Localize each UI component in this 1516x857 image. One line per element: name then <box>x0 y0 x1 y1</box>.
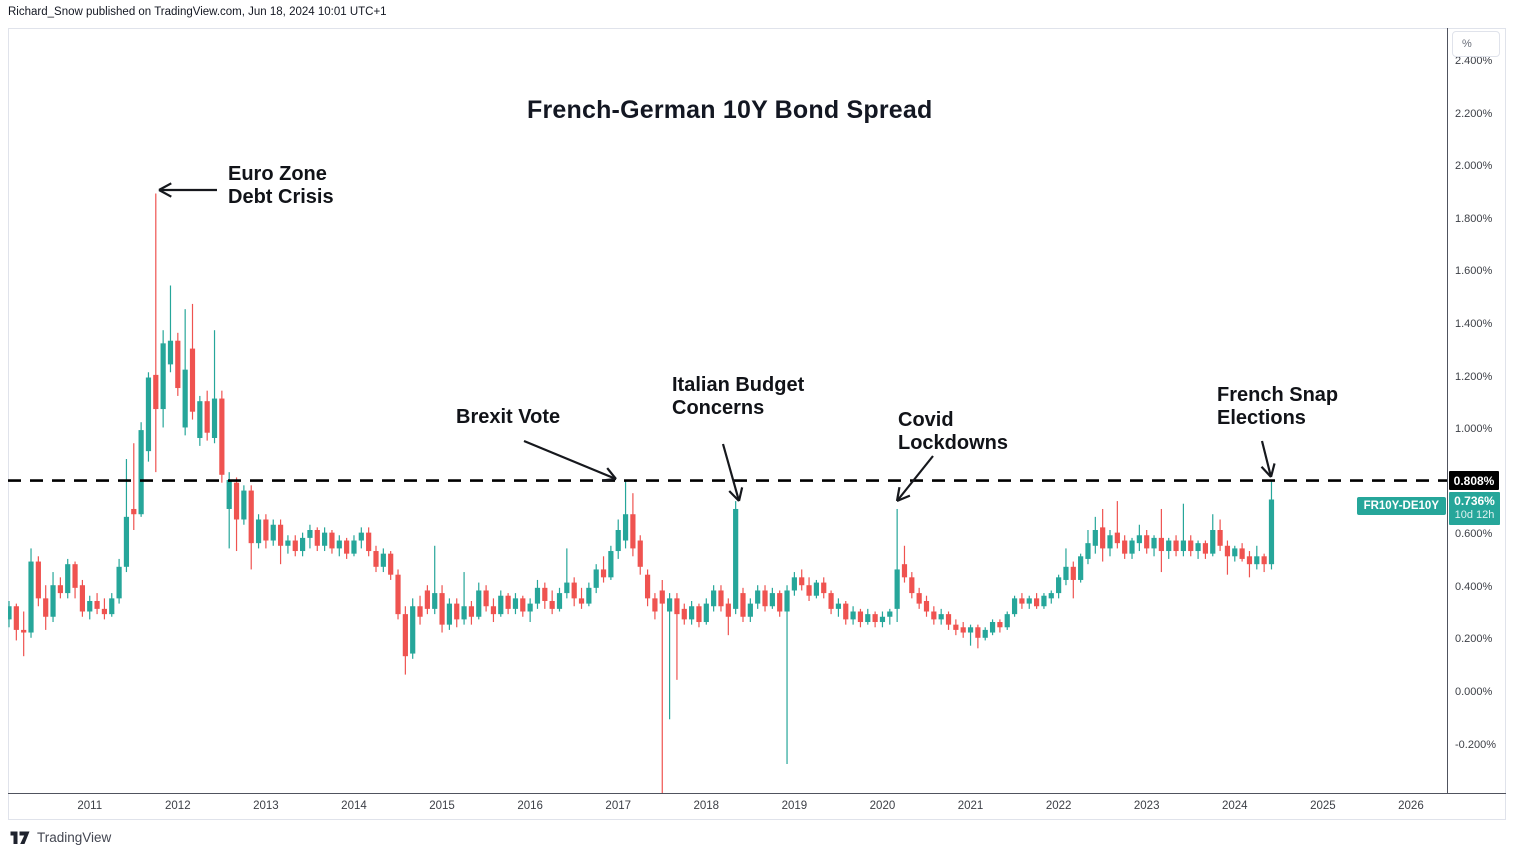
chart-widget-border <box>8 28 1506 820</box>
price-tick: 1.200% <box>1455 370 1493 383</box>
price-tick: 0.200% <box>1455 633 1493 646</box>
time-tick-2020: 2020 <box>869 800 896 812</box>
last-price-badge: 0.736% 10d 12h <box>1449 491 1500 525</box>
tradingview-logo-icon <box>10 831 30 844</box>
chart-title: French-German 10Y Bond Spread <box>527 96 933 124</box>
symbol-price-label: FR10Y-DE10Y <box>1356 496 1446 515</box>
time-tick-2018: 2018 <box>693 800 720 812</box>
time-tick-2024: 2024 <box>1221 800 1248 812</box>
french-snap-elections-label: French Snap Elections <box>1217 384 1339 429</box>
time-tick-2016: 2016 <box>517 800 543 812</box>
time-tick-2026: 2026 <box>1398 800 1424 812</box>
bar-countdown: 10d 12h <box>1454 508 1495 521</box>
time-axis-separator <box>8 793 1506 794</box>
price-tick: 0.400% <box>1455 580 1493 593</box>
price-tick: 0.600% <box>1455 528 1493 541</box>
time-tick-2011: 2011 <box>77 800 103 812</box>
time-tick-2017: 2017 <box>605 800 632 812</box>
time-tick-2012: 2012 <box>165 800 191 812</box>
price-tick: 1.600% <box>1455 265 1493 278</box>
price-tick: 2.000% <box>1455 160 1493 173</box>
italian-budget-concerns-label: Italian Budget Concerns <box>672 374 805 419</box>
last-price-value: 0.736% <box>1454 493 1495 508</box>
time-tick-2022: 2022 <box>1045 800 1072 812</box>
price-tick: 0.000% <box>1455 686 1493 698</box>
footer[interactable]: TradingView <box>10 830 111 845</box>
time-tick-2013: 2013 <box>253 800 279 812</box>
price-axis-separator <box>1447 28 1448 793</box>
brexit-vote-label: Brexit Vote <box>456 406 561 428</box>
price-tick: 1.000% <box>1455 423 1493 436</box>
published-attribution: Richard_Snow published on TradingView.co… <box>8 6 387 18</box>
time-tick-2023: 2023 <box>1133 800 1160 812</box>
price-tick: 2.400% <box>1455 55 1493 68</box>
time-tick-2025: 2025 <box>1310 800 1336 812</box>
price-scale-unit-button[interactable]: % <box>1452 31 1500 57</box>
price-tick: 1.400% <box>1455 317 1493 330</box>
price-tick: 1.800% <box>1455 212 1493 225</box>
tradingview-brand-text: TradingView <box>37 830 112 845</box>
hline-price-badge: 0.808% <box>1449 471 1499 491</box>
price-tick: -0.200% <box>1455 738 1496 751</box>
time-tick-2019: 2019 <box>781 800 808 812</box>
covid-lockdowns-label: Covid Lockdowns <box>898 409 1009 454</box>
price-tick: 2.200% <box>1455 107 1493 120</box>
time-tick-2015: 2015 <box>429 800 455 812</box>
time-tick-2021: 2021 <box>957 800 984 812</box>
euro-zone-debt-crisis-label: Euro Zone Debt Crisis <box>228 163 334 208</box>
time-tick-2014: 2014 <box>341 800 367 812</box>
